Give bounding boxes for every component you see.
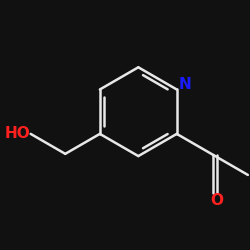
Text: N: N <box>179 77 192 92</box>
Text: HO: HO <box>4 126 30 142</box>
Text: O: O <box>210 193 223 208</box>
